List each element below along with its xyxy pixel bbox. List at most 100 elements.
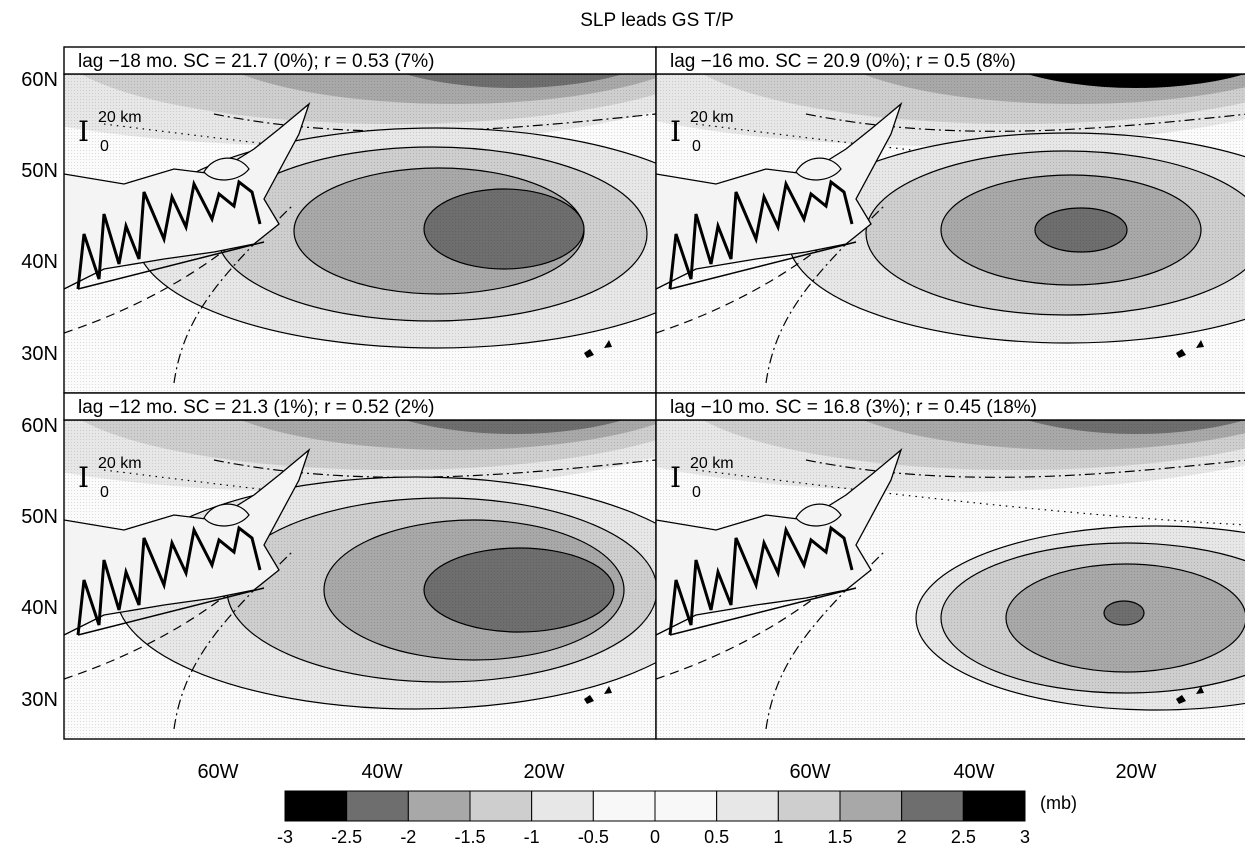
panel-header	[655, 46, 1245, 75]
colorbar-tick-label: -1.5	[454, 827, 485, 847]
scale-bar-glyph: I	[670, 115, 681, 148]
x-tick-label: 40W	[953, 761, 994, 783]
colorbar-tick-label: -1	[524, 827, 540, 847]
panel-title: lag −10 mo. SC = 16.8 (3%); r = 0.45 (18…	[670, 397, 1037, 418]
scale-bar-top: 20 km	[98, 109, 142, 126]
y-tick-label: 60N	[21, 69, 58, 91]
transect-baseline	[669, 241, 857, 290]
y-tick-label: 50N	[21, 506, 58, 528]
scale-bar-bottom: 0	[692, 484, 701, 501]
map-panel: lag −12 mo. SC = 21.3 (1%); r = 0.52 (2%…	[63, 392, 657, 740]
x-tick-label: 60W	[789, 761, 830, 783]
dashed-contour-line	[656, 588, 827, 680]
small-islands	[584, 686, 612, 704]
map-body	[64, 420, 656, 739]
map-body	[64, 74, 656, 393]
colorbar-tick-label: -2	[400, 827, 416, 847]
scale-bar-top: 20 km	[690, 455, 734, 472]
y-tick-label: 30N	[21, 343, 58, 365]
transect-track	[668, 525, 854, 636]
colorbar-cell	[962, 790, 1026, 822]
panel-header	[63, 392, 657, 421]
island	[795, 157, 842, 181]
colorbar-tick-label: 0.5	[704, 827, 729, 847]
panel-title: lag −16 mo. SC = 20.9 (0%); r = 0.5 (8%)	[670, 51, 1016, 72]
scale-bar: I 20 km 0	[78, 109, 142, 155]
island	[203, 157, 250, 181]
y-tick-label: 40N	[21, 597, 58, 619]
y-tick-label: 40N	[21, 251, 58, 273]
coastline	[656, 448, 903, 636]
map-panel: lag −10 mo. SC = 16.8 (3%); r = 0.45 (18…	[655, 392, 1245, 740]
panel-title: lag −18 mo. SC = 21.7 (0%); r = 0.53 (7%…	[78, 51, 434, 72]
colorbar-tick-label: 2	[897, 827, 907, 847]
panels: lag −18 mo. SC = 21.7 (0%); r = 0.53 (7%…	[63, 46, 1245, 740]
colorbar-cell	[407, 790, 471, 822]
island	[795, 503, 842, 527]
island	[203, 503, 250, 527]
coastline	[64, 448, 311, 636]
scale-bar-top: 20 km	[690, 109, 734, 126]
colorbar-cell	[469, 790, 533, 822]
transect-track	[668, 179, 854, 290]
y-tick-label: 60N	[21, 415, 58, 437]
scale-bar-bottom: 0	[100, 484, 109, 501]
colorbar-boxes	[284, 790, 1026, 822]
colorbar-unit: (mb)	[1040, 793, 1077, 813]
coastline	[656, 102, 903, 290]
x-tick-label: 60W	[197, 761, 238, 783]
map-body	[656, 74, 1245, 393]
y-tick-label: 30N	[21, 689, 58, 711]
figure-title: SLP leads GS T/P	[580, 10, 734, 31]
colorbar-tick-label: -2.5	[331, 827, 362, 847]
scale-bar-glyph: I	[670, 461, 681, 494]
colorbar-tick-label: 0	[650, 827, 660, 847]
dashed-contour-line	[64, 588, 235, 680]
panel-header	[655, 392, 1245, 421]
colorbar-cell	[839, 790, 903, 822]
small-islands	[584, 340, 612, 358]
scale-bar: I 20 km 0	[670, 109, 734, 155]
x-tick-label: 20W	[1115, 761, 1156, 783]
small-islands	[1176, 340, 1204, 358]
colorbar-cell	[592, 790, 656, 822]
colorbar-tick-label: -0.5	[578, 827, 609, 847]
colorbar-tick-label: 1	[773, 827, 783, 847]
panel-title: lag −12 mo. SC = 21.3 (1%); r = 0.52 (2%…	[78, 397, 434, 418]
scale-bar-top: 20 km	[98, 455, 142, 472]
colorbar-cell	[346, 790, 409, 822]
transect-baseline	[669, 587, 857, 636]
transect-baseline	[77, 587, 265, 636]
y-tick-label: 50N	[21, 160, 58, 182]
x-tick-label: 20W	[523, 761, 564, 783]
axes: 60W 40W 20W 60W 40W 20W 60N 50N 40N 30N …	[21, 69, 1156, 783]
map-panel: lag −16 mo. SC = 20.9 (0%); r = 0.5 (8%)…	[655, 46, 1245, 394]
colorbar-cell	[716, 790, 779, 822]
map-body	[656, 420, 1245, 739]
colorbar-cell	[531, 790, 594, 822]
transect-track	[76, 525, 262, 636]
colorbar-tick-label: 1.5	[827, 827, 852, 847]
colorbar-cell	[777, 790, 841, 822]
dashed-contour-line	[64, 242, 235, 334]
transect-track	[76, 179, 262, 290]
scale-bar-glyph: I	[78, 115, 89, 148]
colorbar: -3 -2.5 -2 -1.5 -1 -0.5 0 0.5 1 1.5 2 2.5 3 (mb)	[277, 790, 1077, 847]
colorbar-cell	[654, 790, 718, 822]
colorbar-cell	[284, 790, 348, 822]
scale-bar-bottom: 0	[100, 138, 109, 155]
scale-bar-glyph: I	[78, 461, 89, 494]
map-panel: lag −18 mo. SC = 21.7 (0%); r = 0.53 (7%…	[63, 46, 657, 394]
colorbar-tick-label: 3	[1020, 827, 1030, 847]
scale-bar-bottom: 0	[692, 138, 701, 155]
colorbar-tick-label: -3	[277, 827, 293, 847]
colorbar-tick-label: 2.5	[951, 827, 976, 847]
coastline	[64, 102, 311, 290]
colorbar-ticks: -3 -2.5 -2 -1.5 -1 -0.5 0 0.5 1 1.5 2 2.5 3	[277, 827, 1030, 847]
small-islands	[1176, 686, 1204, 704]
x-tick-label: 40W	[361, 761, 402, 783]
scale-bar: I 20 km 0	[78, 455, 142, 501]
transect-baseline	[77, 241, 265, 290]
dashed-contour-line	[656, 242, 827, 334]
